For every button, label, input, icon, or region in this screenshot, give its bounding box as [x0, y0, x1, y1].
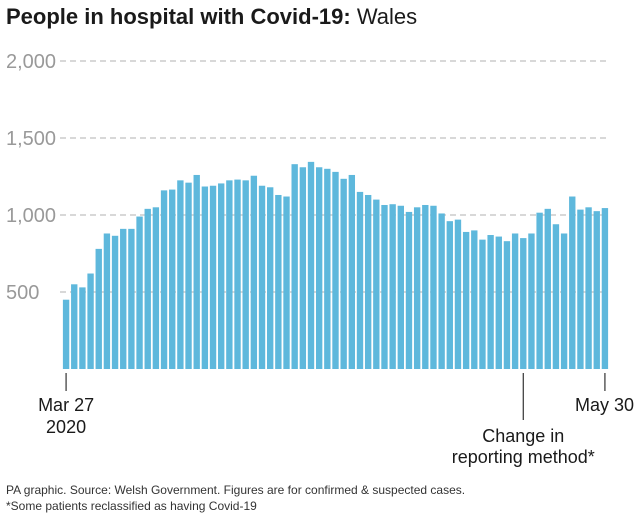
bar-51	[479, 239, 486, 369]
bar-62	[569, 196, 576, 369]
bar-2	[79, 287, 86, 369]
bar-19	[218, 183, 225, 369]
bar-59	[544, 208, 551, 369]
bar-27	[283, 196, 290, 369]
annotation-line2: reporting method*	[452, 447, 595, 467]
bar-26	[275, 194, 282, 369]
y-tick-label-500: 500	[6, 282, 39, 304]
bar-42	[405, 211, 413, 369]
bar-53	[495, 236, 502, 369]
y-tick-label-1500: 1,500	[6, 128, 56, 150]
bar-22	[242, 180, 249, 369]
bar-52	[487, 235, 494, 369]
bar-54	[503, 241, 511, 369]
bar-17	[201, 186, 209, 369]
bar-8	[128, 228, 135, 369]
bar-20	[226, 180, 233, 369]
bar-49	[462, 231, 470, 369]
bar-28	[291, 164, 298, 369]
bar-57	[528, 233, 535, 369]
bar-37	[364, 194, 372, 369]
bar-66	[601, 208, 609, 369]
y-tick-label-2000: 2,000	[6, 51, 56, 73]
bar-46	[438, 213, 445, 369]
bar-25	[267, 187, 274, 369]
bar-21	[234, 179, 241, 369]
title-region: Wales	[356, 4, 418, 29]
footer-source: PA graphic. Source: Welsh Government. Fi…	[6, 483, 466, 497]
bar-16	[193, 174, 200, 369]
bar-18	[209, 185, 217, 369]
chart-title: People in hospital with Covid-19: Wales	[6, 4, 417, 30]
bars	[62, 161, 609, 369]
bar-58	[536, 212, 543, 369]
footer-note: *Some patients reclassified as having Co…	[6, 499, 257, 513]
bar-36	[356, 191, 364, 369]
bar-45	[430, 205, 437, 369]
bar-50	[471, 230, 478, 369]
y-tick-label-1000: 1,000	[6, 205, 56, 227]
bar-39	[381, 204, 388, 369]
bar-40	[389, 204, 396, 369]
bar-0	[62, 299, 70, 369]
bar-55	[511, 233, 519, 369]
bar-65	[593, 211, 600, 369]
bar-30	[307, 161, 315, 369]
bar-43	[413, 207, 421, 369]
bar-56	[520, 238, 527, 369]
bar-34	[340, 178, 347, 369]
bar-47	[446, 221, 453, 369]
bar-44	[422, 204, 429, 369]
bar-13	[169, 189, 176, 369]
bar-60	[552, 224, 560, 369]
bar-10	[144, 208, 151, 369]
bar-14	[177, 180, 184, 369]
bar-6	[111, 235, 119, 369]
y-tick-labels: 500 1,000 1,500 2,000	[6, 51, 56, 304]
bar-3	[87, 273, 94, 369]
bar-12	[160, 190, 168, 369]
x-end-label-0: May 30	[575, 395, 634, 415]
bar-4	[95, 248, 102, 369]
bar-48	[454, 219, 462, 369]
bar-32	[324, 168, 331, 369]
bar-35	[348, 174, 356, 369]
x-start-label-0: Mar 27	[38, 395, 94, 415]
title-main: People in hospital with Covid-19:	[6, 4, 351, 29]
bar-1	[71, 284, 78, 369]
bar-5	[103, 233, 111, 369]
bar-9	[136, 216, 143, 369]
bar-33	[332, 171, 339, 369]
annotation-line1: Change in	[482, 426, 564, 446]
bar-63	[577, 209, 584, 369]
bar-61	[560, 233, 568, 369]
bar-11	[152, 207, 160, 369]
bar-24	[258, 185, 266, 369]
bar-38	[373, 199, 380, 369]
bar-29	[299, 167, 307, 369]
bar-31	[315, 167, 323, 369]
bar-23	[250, 175, 258, 369]
x-start-label-1: 2020	[46, 417, 86, 437]
bar-15	[185, 182, 192, 369]
bar-64	[585, 207, 592, 369]
bar-7	[120, 228, 127, 369]
bar-41	[397, 205, 404, 369]
